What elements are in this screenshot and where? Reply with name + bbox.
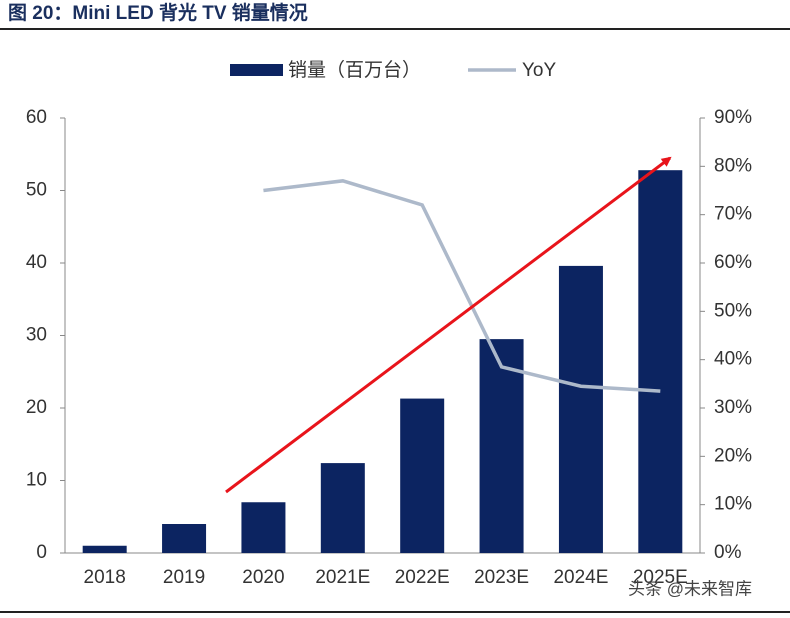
y2-tick-label: 50% bbox=[714, 300, 752, 321]
y-tick-label: 20 bbox=[26, 397, 47, 418]
y2-tick-label: 30% bbox=[714, 397, 752, 418]
y2-tick-label: 10% bbox=[714, 494, 752, 515]
line bbox=[263, 179, 661, 393]
bar bbox=[638, 170, 683, 553]
x-tick-label: 2021E bbox=[315, 567, 370, 588]
y2-tick-label: 20% bbox=[714, 445, 752, 466]
x-tick-label: 2018 bbox=[84, 567, 126, 588]
y-tick-label: 50 bbox=[26, 180, 47, 201]
bar bbox=[320, 463, 365, 553]
watermark: 头条 @未来智库 bbox=[628, 579, 752, 598]
plot: 0 10 20 30 40 50 60 0% 10% 20% 30% 40% 50% 60% 70% 80% 9… bbox=[26, 59, 752, 588]
chart-title: 图 20：Mini LED 背光 TV 销量情况 bbox=[8, 1, 308, 24]
x-tick-label: 2023E bbox=[474, 567, 529, 588]
y2-tick-label: 90% bbox=[714, 107, 752, 128]
x-tick-label: 2020 bbox=[242, 567, 284, 588]
x-tick-label: 2025E bbox=[633, 567, 688, 588]
y-tick-label: 30 bbox=[26, 325, 47, 346]
legend-label: 销量（百万台） bbox=[288, 59, 421, 81]
bar bbox=[82, 545, 127, 553]
y-tick-label: 0 bbox=[36, 542, 47, 563]
trend-arrow bbox=[225, 156, 672, 494]
y-tick-label: 40 bbox=[26, 252, 47, 273]
bar bbox=[241, 502, 286, 553]
y-tick-label: 10 bbox=[26, 470, 47, 491]
legend-swatch bbox=[230, 64, 283, 76]
bar bbox=[479, 339, 524, 553]
y2-tick-label: 0% bbox=[714, 542, 742, 563]
y2-tick-label: 40% bbox=[714, 349, 752, 370]
y-tick-label: 60 bbox=[26, 107, 47, 128]
bar bbox=[558, 265, 603, 553]
y2-tick-label: 80% bbox=[714, 155, 752, 176]
bar bbox=[162, 524, 207, 553]
bar bbox=[400, 398, 445, 553]
y2-tick-label: 70% bbox=[714, 204, 752, 225]
x-tick-label: 2024E bbox=[553, 567, 608, 588]
x-tick-label: 2022E bbox=[395, 567, 450, 588]
x-tick-label: 2019 bbox=[163, 567, 205, 588]
legend-label: YoY bbox=[522, 60, 556, 81]
y2-tick-label: 60% bbox=[714, 252, 752, 273]
